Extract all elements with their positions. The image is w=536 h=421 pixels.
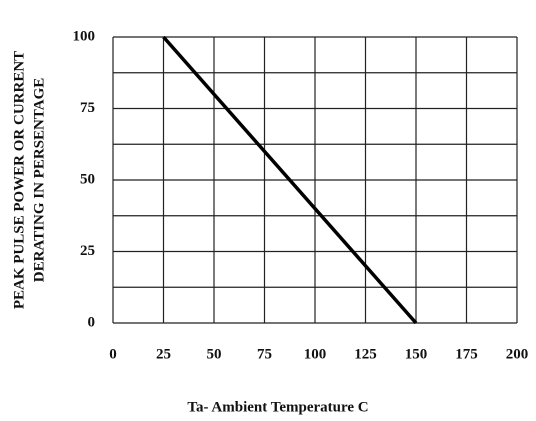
y-tick-label: 75 — [80, 100, 95, 116]
x-axis-title: Ta- Ambient Temperature C — [187, 399, 368, 415]
data-line — [162, 35, 418, 325]
x-tick-label: 75 — [257, 346, 272, 362]
x-tick-label: 200 — [506, 346, 529, 362]
y-axis-title: DERATING IN PERSENTAGE — [31, 78, 47, 282]
x-tick-label: 50 — [207, 346, 222, 362]
y-tick-label: 100 — [73, 28, 96, 44]
x-tick-label: 0 — [109, 346, 117, 362]
y-axis-title: PEAK PULSE POWER OR CURRENT — [11, 51, 27, 309]
y-tick-label: 50 — [80, 171, 95, 187]
x-tick-label: 150 — [405, 346, 428, 362]
x-tick-label: 125 — [354, 346, 377, 362]
y-tick-label: 25 — [80, 243, 95, 259]
x-tick-label: 175 — [455, 346, 478, 362]
x-tick-label: 25 — [156, 346, 171, 362]
x-tick-label: 100 — [304, 346, 327, 362]
y-tick-label: 0 — [88, 314, 96, 330]
